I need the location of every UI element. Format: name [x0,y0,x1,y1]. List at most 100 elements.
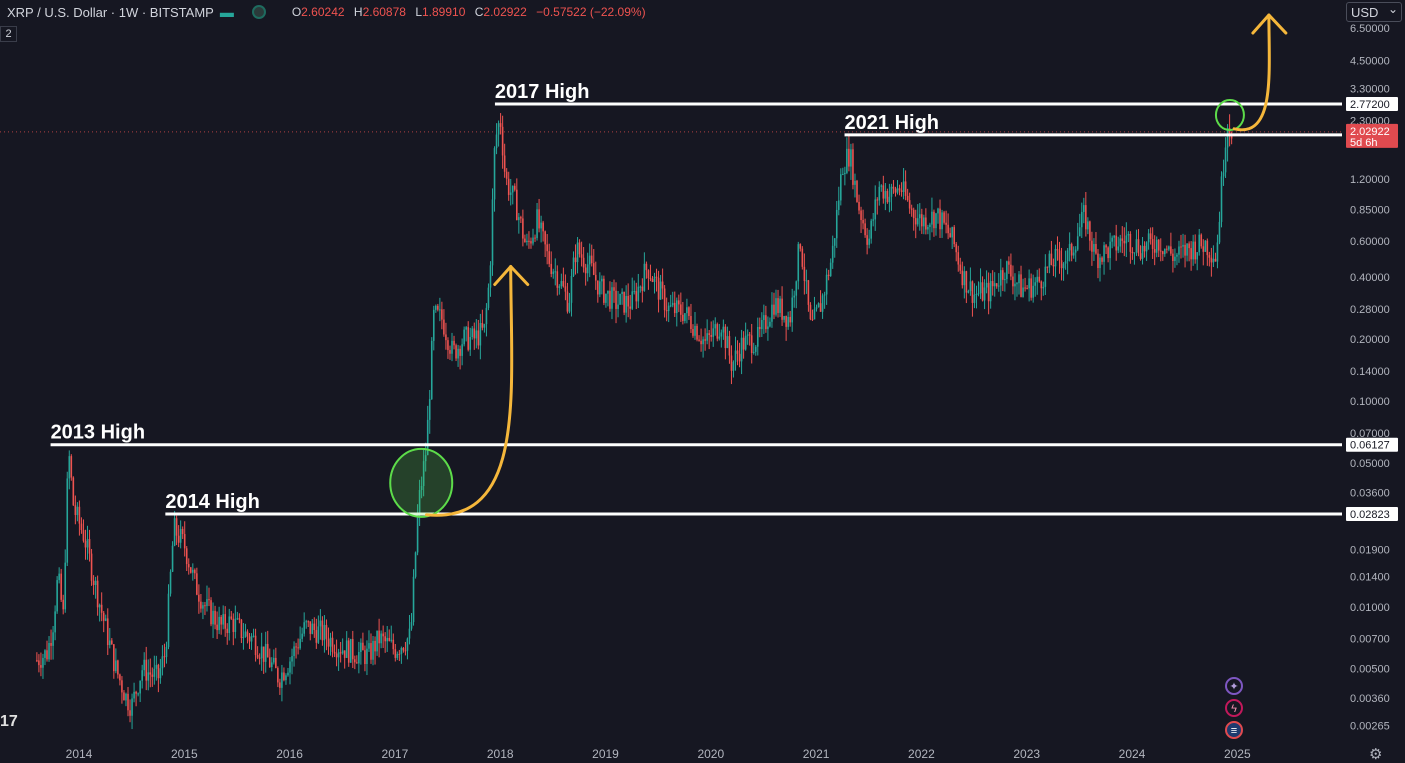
candle-body [1198,234,1201,253]
candle-body [829,262,832,276]
candle-body [343,650,346,658]
candle-body [285,675,287,681]
candle-body [372,640,374,660]
candle-body [627,295,629,307]
candle-body [844,172,846,175]
time-tick-label: 2025 [1224,747,1251,761]
tradingview-logo-icon[interactable]: 17 [0,713,18,730]
candle-body [121,680,123,693]
candle-body [40,665,42,668]
candle-body [437,305,439,310]
candle-body [424,455,427,462]
flag-icon[interactable]: ▬ [219,4,234,20]
symbol-title[interactable]: XRP / U.S. Dollar · 1W · BITSTAMP [7,4,214,20]
candle-body [277,668,279,683]
candle-body [189,567,192,573]
candle-body [588,255,591,265]
us-flag-icon[interactable]: ≡ [1225,721,1243,739]
candle-body [495,134,498,149]
candle-body [1228,127,1231,135]
candle-body [139,680,141,694]
currency-select[interactable]: USD [1346,0,1402,22]
candle-body [892,186,895,189]
candle-body [842,174,844,176]
candle-body [354,659,356,663]
price-axis[interactable]: 6.500004.500003.300002.300001.200000.850… [1346,23,1398,733]
level-price-badge [1346,97,1398,112]
candle-body [1176,254,1178,257]
candle-body [625,295,627,313]
candle-body [432,309,435,341]
candle-body [98,604,101,608]
candle-body [507,178,510,195]
candle-body [268,657,271,668]
candle-body [149,672,152,675]
candle-body [522,218,524,239]
candle-body [599,281,601,295]
candle-body [1030,278,1032,298]
candle-body [882,185,885,199]
candle-body [1074,249,1077,253]
candle-body [1006,261,1008,280]
candle-body [1058,250,1061,261]
candle-body [854,180,856,185]
candle-body [957,252,960,265]
candle-body [1216,242,1219,262]
candle-body [273,657,275,663]
candle-body [609,290,611,309]
candle-body [315,630,318,643]
candle-body [935,213,937,229]
candle-body [846,148,848,173]
candle-body [420,485,423,491]
candle-body [1222,172,1225,177]
candle-body [135,691,137,694]
candle-body [82,530,85,541]
candle-body [1105,245,1107,248]
candle-body [659,281,662,300]
candle-body [119,674,121,681]
candle-body [153,668,156,677]
candle-body [380,633,382,644]
candle-body [503,155,506,172]
candle-body [1117,246,1120,251]
candle-body [106,618,109,646]
candle-body [949,233,951,238]
candle-body [52,632,54,646]
candle-body [811,319,814,321]
candle-body [240,619,243,639]
candle-body [1224,147,1227,173]
gear-icon[interactable]: ⚙ [1369,746,1383,763]
candle-body [1115,235,1118,251]
countdown-text: 5d 6h [1350,137,1378,149]
candle-body [866,235,868,245]
candle-body [673,302,676,314]
candle-body [908,200,911,209]
candle-body [321,620,324,641]
candle-body [1028,278,1030,289]
candle-body [477,330,480,346]
candle-body [837,200,840,210]
candle-body [840,174,842,201]
sparkle-icon[interactable]: ✦ [1225,677,1243,695]
candle-body [1020,274,1022,297]
candle-body [1060,260,1063,269]
market-status-icon[interactable] [251,5,266,19]
candle-body [457,348,459,359]
time-axis[interactable]: 2014 2015 2016 2017 2018 2019 2020 2021 2022 2023… [66,747,1251,761]
candle-body [937,208,939,214]
interval-badge[interactable]: 2 [0,26,17,42]
candle-body [1212,258,1215,263]
candle-body [918,214,921,219]
candle-body [900,190,903,192]
candle-body [467,327,470,350]
candle-body [516,189,518,221]
candle-body [894,188,897,193]
candle-body [117,660,119,675]
candle-body [1111,237,1113,242]
candle-body [819,303,822,312]
candle-body [813,309,816,320]
candle-body [511,185,514,193]
candle-body [744,335,747,350]
lightning-icon[interactable]: ϟ [1225,699,1243,717]
